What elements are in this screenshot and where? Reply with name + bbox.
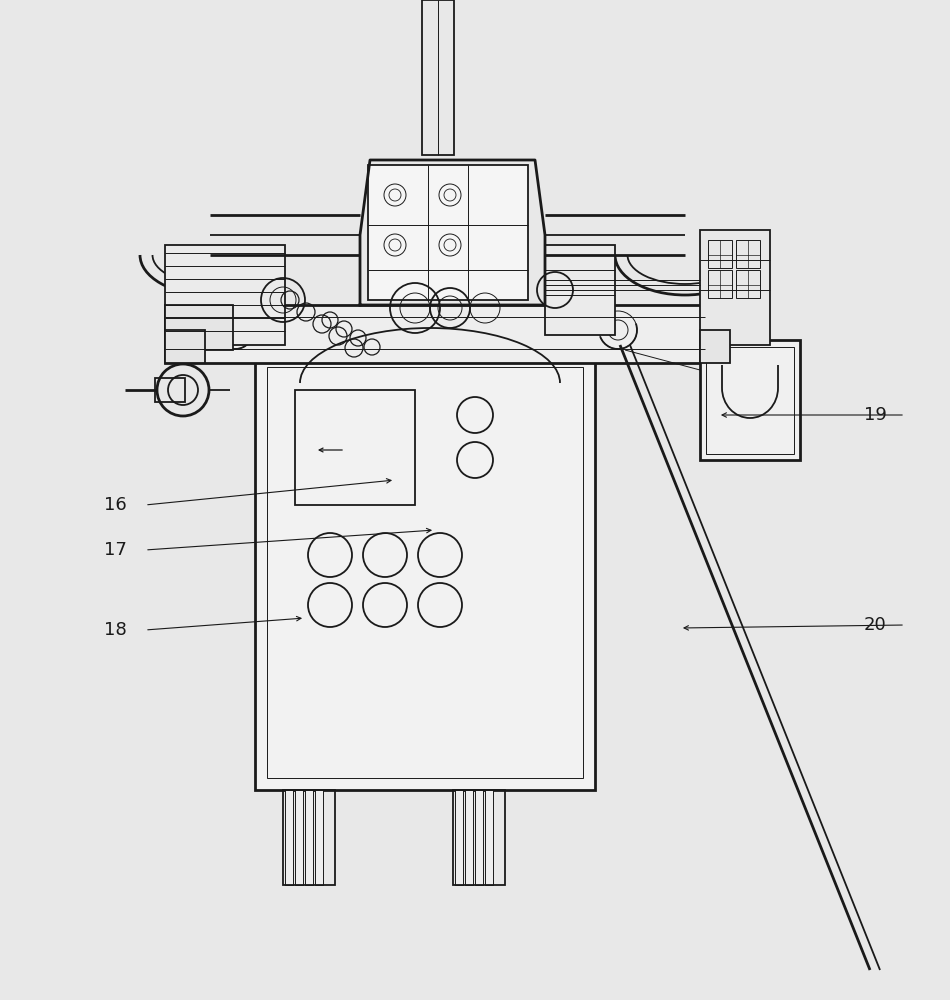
Bar <box>305 790 313 885</box>
Bar <box>455 790 463 885</box>
Bar <box>165 305 705 363</box>
Bar <box>295 390 415 505</box>
Bar <box>700 230 770 345</box>
Bar <box>422 0 454 155</box>
Bar <box>165 245 285 345</box>
Bar <box>736 270 760 298</box>
Text: 17: 17 <box>104 541 126 559</box>
Bar <box>475 790 483 885</box>
Bar <box>706 347 794 454</box>
Bar <box>453 790 505 885</box>
Bar <box>155 378 185 402</box>
Bar <box>465 790 473 885</box>
Text: 16: 16 <box>104 496 126 514</box>
Bar <box>285 790 293 885</box>
Bar <box>708 270 732 298</box>
Bar <box>315 790 323 885</box>
Bar <box>485 790 493 885</box>
Bar <box>283 790 335 885</box>
Bar <box>708 240 732 268</box>
Bar <box>368 165 528 300</box>
Bar <box>165 330 205 363</box>
Text: 20: 20 <box>864 616 886 634</box>
Bar <box>267 367 583 778</box>
Text: 19: 19 <box>864 406 886 424</box>
Bar <box>295 790 303 885</box>
Bar <box>255 355 595 790</box>
Bar <box>165 305 233 350</box>
Bar <box>736 240 760 268</box>
Bar <box>700 340 800 460</box>
Bar <box>545 245 615 335</box>
Text: 18: 18 <box>104 621 126 639</box>
Bar <box>700 330 730 363</box>
